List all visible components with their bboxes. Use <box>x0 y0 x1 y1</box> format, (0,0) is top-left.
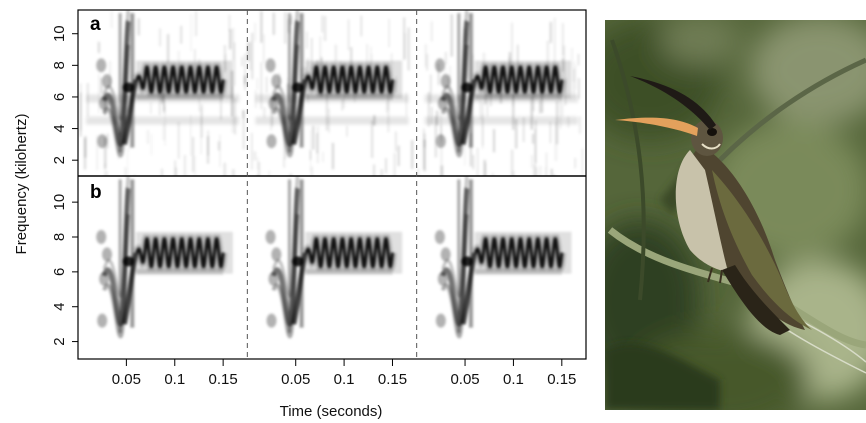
x-tick-label: 0.15 <box>378 371 407 388</box>
x-tick-label: 0.1 <box>503 371 524 388</box>
y-tick-label: 8 <box>51 61 68 69</box>
panel-label-b: b <box>90 182 102 203</box>
panel-label-a: a <box>90 14 101 35</box>
y-tick-label: 10 <box>51 194 68 211</box>
y-tick-label: 8 <box>51 233 68 241</box>
x-tick-label: 0.1 <box>334 371 355 388</box>
x-axis-title: Time (seconds) <box>280 403 383 420</box>
song-element <box>96 10 233 158</box>
song-element <box>96 176 233 339</box>
x-tick-label: 0.05 <box>112 371 141 388</box>
song-element <box>265 10 403 158</box>
x-tick-label: 0.15 <box>209 371 238 388</box>
x-axis: 0.05 0.1 0.15 0.05 0.1 0.15 0.05 0.1 0.15 <box>112 359 576 388</box>
y-axis-panel-a: 2 4 6 8 10 <box>51 25 78 164</box>
panel-frame <box>77 9 587 360</box>
y-tick-label: 4 <box>51 124 68 132</box>
y-axis-title: Frequency (kilohertz) <box>13 114 30 255</box>
song-element <box>434 176 572 339</box>
x-tick-label: 0.15 <box>547 371 576 388</box>
x-tick-label: 0.05 <box>450 371 479 388</box>
y-axis-panel-b: 2 4 6 8 10 <box>51 194 78 346</box>
x-tick-label: 0.1 <box>164 371 185 388</box>
song-element <box>265 176 403 339</box>
y-tick-label: 2 <box>51 156 68 164</box>
y-tick-label: 6 <box>51 93 68 101</box>
y-tick-label: 4 <box>51 303 68 311</box>
x-tick-label: 0.05 <box>281 371 310 388</box>
segment-dividers <box>246 10 418 359</box>
song-element <box>434 10 572 158</box>
y-tick-label: 10 <box>51 25 68 42</box>
spectrogram-panel-a <box>78 10 586 176</box>
spectrogram-panel-b <box>78 176 586 359</box>
y-tick-label: 6 <box>51 268 68 276</box>
y-tick-label: 2 <box>51 337 68 345</box>
hummingbird-photo <box>605 20 866 410</box>
